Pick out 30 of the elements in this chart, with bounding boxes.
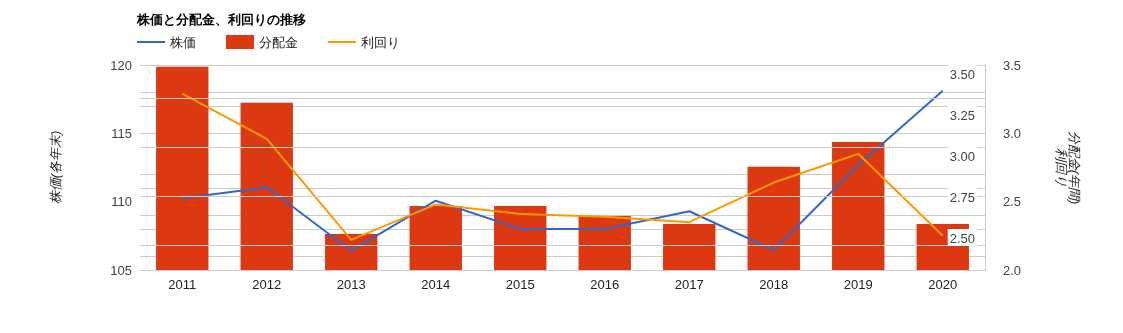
x-tick-label: 2012 <box>252 277 282 292</box>
x-tick-label: 2017 <box>674 277 704 292</box>
legend-label: 分配金 <box>259 34 298 50</box>
y2-axis-title: 分配金(年間) <box>1067 130 1082 205</box>
legend-label: 利回り <box>361 34 400 50</box>
x-tick-label: 2011 <box>168 277 197 292</box>
x-tick-label: 2019 <box>843 277 873 292</box>
legend-label: 株価 <box>169 34 196 50</box>
x-tick-label: 2014 <box>421 277 451 292</box>
y2-tick-label: 3.50 <box>949 67 975 82</box>
y2-tick-label: 3.00 <box>949 149 975 164</box>
y-tick-label: 120 <box>110 57 132 73</box>
y2-tick-label: 2.50 <box>949 231 975 246</box>
x-tick-label: 2013 <box>336 277 366 292</box>
y3-tick-label: 2.0 <box>1003 262 1022 278</box>
x-tick-label: 2018 <box>759 277 789 292</box>
y3-tick-label: 3.0 <box>1003 125 1022 141</box>
y-tick-label: 110 <box>111 194 132 210</box>
x-tick-label: 2020 <box>928 277 958 292</box>
y3-axis-title: 利回り <box>1054 148 1069 187</box>
y3-tick-label: 2.5 <box>1003 194 1022 210</box>
y2-tick-label: 2.75 <box>949 190 975 205</box>
chart-title: 株価と分配金、利回りの推移 <box>136 12 306 27</box>
y3-tick-label: 3.5 <box>1003 57 1022 73</box>
y2-tick-label: 3.25 <box>949 108 975 123</box>
y-axis-title: 株価(各年末) <box>48 130 63 205</box>
y-tick-label: 105 <box>110 262 132 278</box>
x-tick-label: 2016 <box>590 277 620 292</box>
y-tick-label: 115 <box>111 125 132 141</box>
x-tick-label: 2015 <box>505 277 535 292</box>
